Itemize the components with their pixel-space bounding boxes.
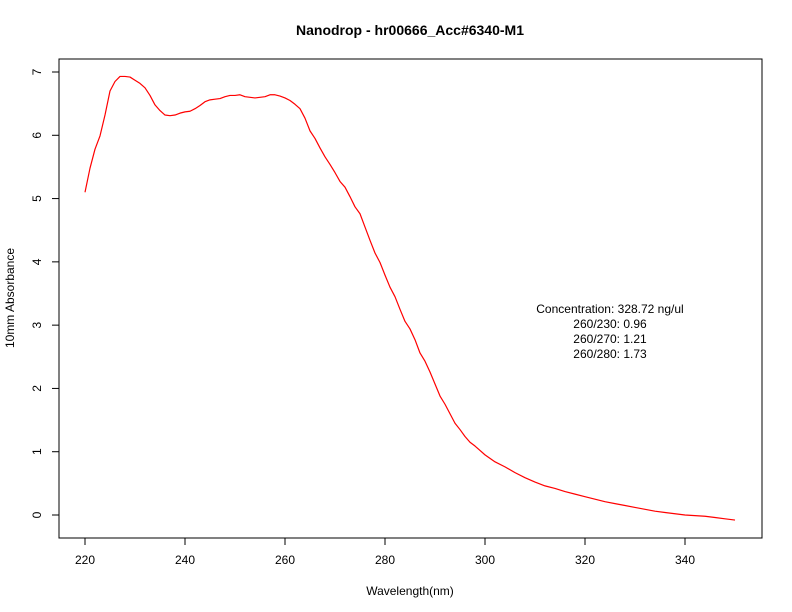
absorbance-series-line (84, 75, 736, 521)
chart-title: Nanodrop - hr00666_Acc#6340-M1 (296, 22, 524, 38)
x-tick-label: 280 (375, 553, 395, 567)
stats-annotation: Concentration: 328.72 ng/ul 260/230: 0.9… (536, 302, 683, 361)
y-tick-label: 4 (30, 258, 44, 265)
series-group (84, 75, 736, 521)
y-axis: 0 1 2 3 4 5 6 7 (30, 68, 60, 518)
plot-frame (58, 58, 763, 539)
ratio-260-230-text: 260/230: 0.96 (573, 317, 647, 331)
x-tick-label: 220 (75, 553, 95, 567)
y-tick-label: 5 (30, 195, 44, 202)
x-tick-label: 240 (175, 553, 195, 567)
y-tick-label: 2 (30, 385, 44, 392)
x-tick-label: 260 (275, 553, 295, 567)
ratio-260-270-text: 260/270: 1.21 (573, 332, 647, 346)
concentration-text: Concentration: 328.72 ng/ul (536, 302, 683, 316)
y-tick-label: 3 (30, 321, 44, 328)
x-axis-label: Wavelength(nm) (366, 584, 454, 598)
x-axis: 220 240 260 280 300 320 340 (75, 537, 695, 567)
x-tick-label: 340 (675, 553, 695, 567)
y-tick-label: 6 (30, 132, 44, 139)
y-axis-label: 10mm Absorbance (3, 248, 17, 348)
y-tick-label: 1 (30, 448, 44, 455)
x-tick-label: 320 (575, 553, 595, 567)
y-tick-label: 0 (30, 511, 44, 518)
ratio-260-280-text: 260/280: 1.73 (573, 347, 647, 361)
y-tick-label: 7 (30, 68, 44, 75)
x-tick-label: 300 (475, 553, 495, 567)
